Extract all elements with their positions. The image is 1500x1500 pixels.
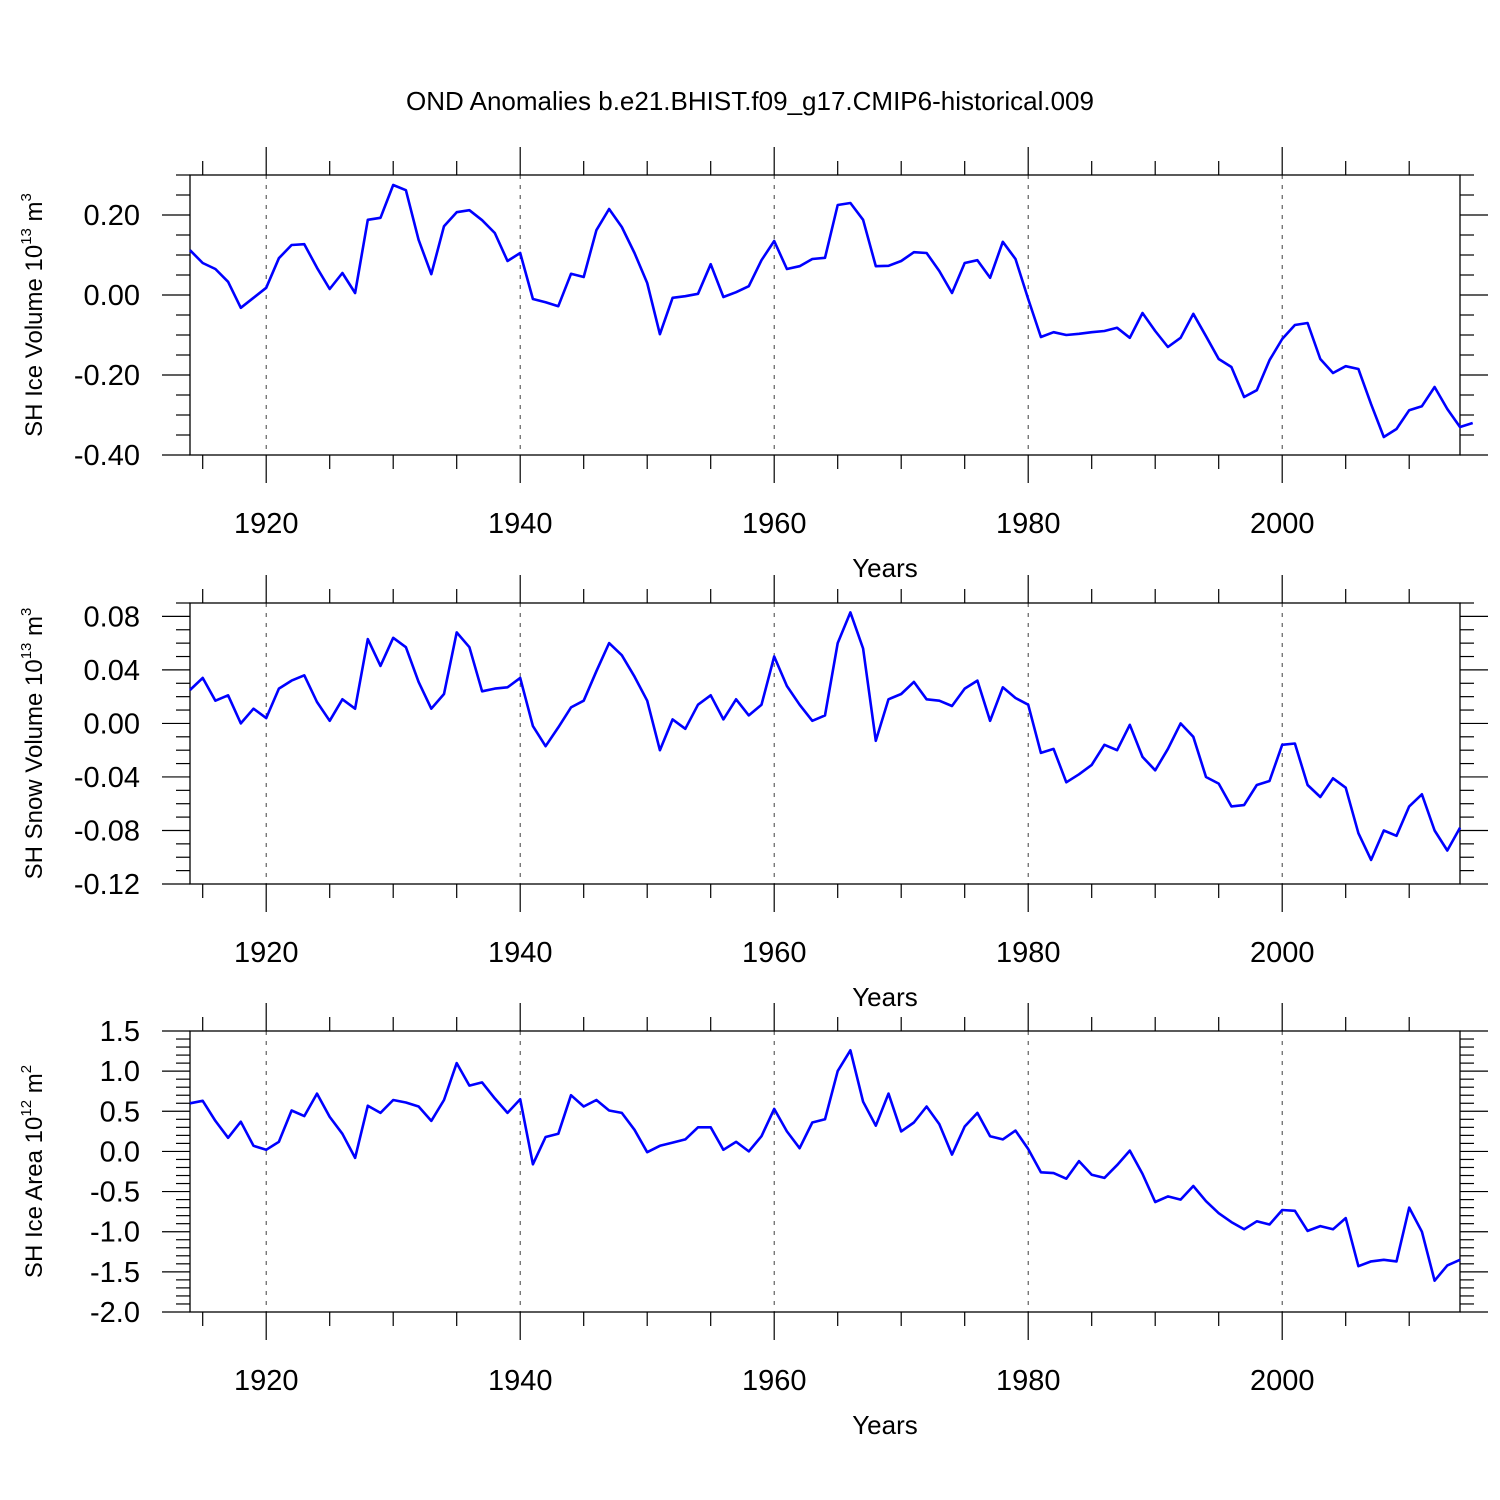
plot-frame <box>189 1030 1461 1313</box>
x-axis-label: Years <box>852 982 918 1012</box>
y-axis-label-unit: m <box>21 616 48 643</box>
x-tick-label: 1940 <box>488 937 553 969</box>
y-tick-label: -0.5 <box>90 1177 140 1209</box>
y-tick-label: 0.00 <box>84 708 140 740</box>
y-tick-label: 0.00 <box>84 280 140 312</box>
plot-frame <box>189 602 1461 885</box>
x-tick-label: 2000 <box>1250 937 1315 969</box>
y-tick-label: 1.5 <box>100 1016 140 1048</box>
series-line-snow-volume <box>189 611 1462 862</box>
x-tick-label: 1960 <box>742 1365 807 1397</box>
x-tick-label: 1960 <box>742 508 807 540</box>
y-tick-label: 1.0 <box>100 1056 140 1088</box>
panels: 1920 1940 1960 1980 2000 Years -0.40 -0.20 0.00 0… <box>18 147 1488 1440</box>
y-axis-label-unit: m <box>21 1073 48 1100</box>
x-tick-label: 1940 <box>488 1365 553 1397</box>
x-tick-label: 1920 <box>234 1365 299 1397</box>
y-tick-label: -0.40 <box>74 440 140 472</box>
y-tick-label: -2.0 <box>90 1297 140 1329</box>
x-tick-label: 2000 <box>1250 508 1315 540</box>
y-axis-label: SH Ice Area 1012 m2 <box>18 1065 48 1278</box>
x-tick-label: 1960 <box>742 937 807 969</box>
chart-panel-ice-volume: 1920 1940 1960 1980 2000 Years -0.40 -0.20 0.00 0… <box>18 147 1488 583</box>
y-axis-label: SH Snow Volume 1013 m3 <box>18 608 48 880</box>
x-axis-label: Years <box>852 553 918 583</box>
y-tick-label: 0.5 <box>100 1096 140 1128</box>
x-tick-label: 1980 <box>996 1365 1061 1397</box>
x-tick-label: 1920 <box>234 508 299 540</box>
x-tick-label: 1920 <box>234 937 299 969</box>
y-tick-label: 0.20 <box>84 200 140 232</box>
x-axis-label: Years <box>852 1410 918 1440</box>
y-tick-label: 0.04 <box>84 655 140 687</box>
chart-panel-ice-area: 1920 1940 1960 1980 2000 Years -2.0 -1.5 -1.0 -0.… <box>18 1003 1488 1440</box>
x-tick-label: 2000 <box>1250 1365 1315 1397</box>
y-axis-label-text: SH Ice Area 10 <box>21 1117 48 1278</box>
y-axis-label-exponent: 12 <box>18 1100 35 1117</box>
y-axis-label-exponent: 13 <box>18 643 35 660</box>
x-tick-label: 1980 <box>996 508 1061 540</box>
y-axis-label-exponent: 13 <box>18 228 35 245</box>
y-tick-label: 0.08 <box>84 601 140 633</box>
y-axis-label-unit-exponent: 3 <box>18 608 35 616</box>
series-line-ice-area <box>189 1049 1461 1282</box>
y-tick-label: 0.0 <box>100 1136 140 1168</box>
y-tick-label: -0.04 <box>74 762 140 794</box>
x-tick-label: 1980 <box>996 937 1061 969</box>
chart-panel-snow-volume: 1920 1940 1960 1980 2000 Years -0.12 -0.08 -0.04… <box>18 575 1488 1012</box>
y-axis-label-text: SH Snow Volume 10 <box>21 659 48 879</box>
y-tick-label: -1.0 <box>90 1217 140 1249</box>
y-axis-label-unit-exponent: 2 <box>18 1065 35 1073</box>
y-axis-label: SH Ice Volume 1013 m3 <box>18 193 48 437</box>
y-tick-label: -0.12 <box>74 869 140 901</box>
y-axis-label-unit-exponent: 3 <box>18 193 35 201</box>
chart-title: OND Anomalies b.e21.BHIST.f09_g17.CMIP6-… <box>406 86 1094 116</box>
y-axis-label-unit: m <box>21 201 48 228</box>
y-tick-label: -1.5 <box>90 1257 140 1289</box>
y-axis-label-text: SH Ice Volume 10 <box>21 245 48 437</box>
series-line-ice-volume <box>189 183 1474 439</box>
x-tick-label: 1940 <box>488 508 553 540</box>
y-tick-label: -0.20 <box>74 360 140 392</box>
y-tick-label: -0.08 <box>74 815 140 847</box>
